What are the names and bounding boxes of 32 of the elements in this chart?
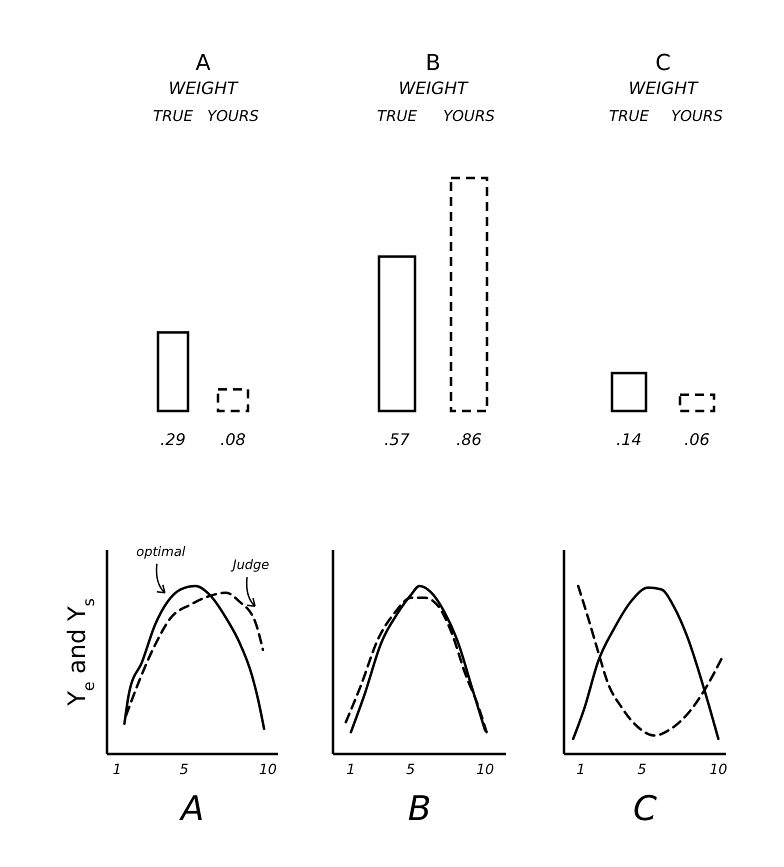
- x-tick-label: 10: [709, 762, 728, 778]
- x-tick-label: 1: [112, 762, 122, 778]
- x-tick-label: 10: [476, 762, 494, 778]
- chart-title: B: [425, 51, 441, 76]
- chart-title: C: [655, 51, 671, 76]
- data-label: .29: [160, 430, 186, 449]
- x-tick-label: 5: [180, 762, 189, 778]
- data-label: .57: [384, 430, 411, 449]
- x-tick-label: TRUE: [608, 107, 650, 125]
- x-axis-title: C: [633, 789, 658, 829]
- x-tick-label: TRUE: [376, 107, 418, 125]
- x-axis-title: B: [408, 789, 432, 829]
- data-label: .08: [220, 430, 246, 449]
- x-tick-label: 5: [406, 762, 416, 778]
- x-tick-label: YOURS: [207, 107, 260, 125]
- annotation: Judge: [230, 558, 270, 574]
- x-tick-label: YOURS: [671, 107, 724, 125]
- chart-subtitle: WEIGHT: [398, 79, 470, 99]
- x-tick-label: YOURS: [443, 107, 496, 125]
- x-tick-label: 5: [637, 762, 646, 778]
- data-label: .86: [456, 430, 482, 449]
- data-label: .06: [684, 430, 710, 449]
- x-tick-label: 1: [576, 762, 586, 778]
- x-tick-label: TRUE: [152, 107, 194, 125]
- data-label: .14: [616, 430, 642, 449]
- x-tick-label: 10: [259, 762, 277, 778]
- annotation: optimal: [136, 544, 186, 560]
- chart-subtitle: WEIGHT: [628, 79, 700, 99]
- x-axis-title: A: [178, 789, 204, 829]
- x-tick-label: 1: [346, 762, 356, 778]
- chart-title: A: [195, 51, 211, 76]
- chart-subtitle: WEIGHT: [168, 79, 240, 99]
